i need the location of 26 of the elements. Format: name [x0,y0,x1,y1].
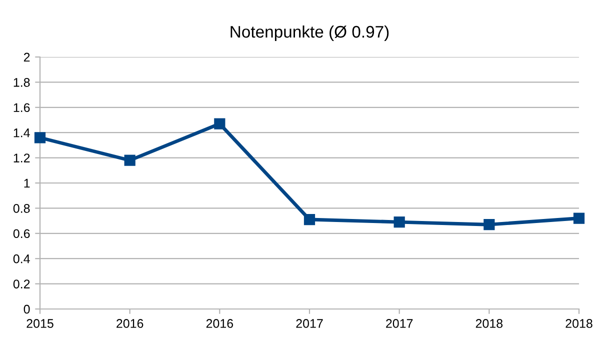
y-tick-label: 1.4 [14,128,30,138]
x-tick-label: 2017 [296,319,323,328]
y-tick-label: 1 [24,178,30,188]
y-tick-label: 0 [24,304,30,314]
point [484,219,495,230]
point [304,214,316,226]
y-tick-label: 0.6 [13,229,30,238]
y-tick-label: 1.8 [14,78,30,87]
point [394,216,405,228]
x-tick-label: 2015 [26,319,54,328]
y-tick-label: 2 [24,52,30,62]
x-tick-label: 2018 [566,319,592,328]
point [124,154,136,166]
point [34,132,46,144]
y-tick-label: 1.2 [14,154,30,162]
chart-title: Notenpunkte (Ø 0.97) [230,25,389,42]
y-tick-label: 1.6 [14,103,30,112]
y-tick-label: 0.2 [13,280,30,288]
x-tick-label: 2017 [386,319,413,328]
y-tick-label: 0.4 [13,254,30,264]
point [214,118,226,130]
x-tick-label: 2018 [476,319,503,328]
y-tick-label: 0.8 [13,204,30,213]
x-tick-label: 2016 [116,319,144,328]
x-tick-label: 2016 [206,319,234,328]
point [573,212,585,224]
